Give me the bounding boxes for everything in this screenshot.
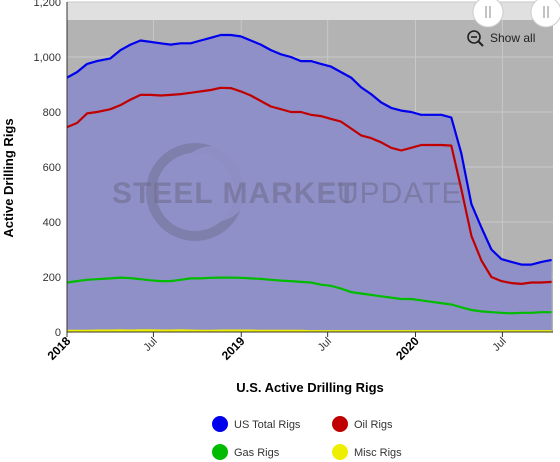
y-tick-label: 800 — [43, 107, 61, 119]
legend-item-us-total[interactable]: US Total Rigs — [212, 416, 301, 432]
y-tick-label: 1,000 — [33, 52, 61, 64]
series-lines — [66, 33, 552, 333]
watermark-logo-cutout — [175, 146, 251, 222]
show-all-button[interactable]: Show all — [462, 27, 546, 49]
legend-item-gas[interactable]: Gas Rigs — [212, 444, 280, 460]
x-tick-label: Jul — [490, 335, 508, 353]
watermark-text-light: UPDATE — [337, 177, 462, 210]
show-all-label: Show all — [490, 31, 535, 45]
area-gas — [67, 277, 552, 332]
y-axis-title: Active Drilling Rigs — [1, 118, 16, 237]
series-fills — [67, 35, 552, 332]
navigator-handle-left[interactable] — [472, 0, 504, 28]
series-line-us-total — [66, 33, 552, 266]
steel-market-update-watermark: STEEL MARKET UPDATE — [112, 143, 462, 241]
x-tick-label: 2020 — [393, 334, 422, 363]
series-line-gas — [66, 276, 552, 315]
legend-marker-oil — [332, 416, 348, 432]
legend-item-oil[interactable]: Oil Rigs — [332, 416, 393, 432]
series-line-oil — [66, 86, 552, 285]
legend-label-misc: Misc Rigs — [354, 447, 402, 459]
navigator-handle-right[interactable] — [530, 0, 560, 28]
x-ticks: 2018 Jul 2019 Jul 2020 Jul — [45, 332, 509, 363]
y-tick-label: 1,200 — [33, 0, 61, 9]
y-tick-label: 0 — [55, 327, 61, 339]
navigator-strip[interactable] — [67, 2, 553, 20]
legend-item-misc[interactable]: Misc Rigs — [332, 444, 402, 460]
x-tick-label: 2019 — [219, 334, 248, 363]
y-tick-label: 200 — [43, 272, 61, 284]
x-tick-label: Jul — [316, 335, 334, 353]
y-tick-label: 600 — [43, 162, 61, 174]
series-line-misc — [67, 329, 552, 333]
zoom-out-icon — [467, 30, 484, 47]
watermark-text-bold: STEEL MARKET — [112, 177, 357, 210]
y-ticks: 0 200 400 600 800 1,000 1,200 — [33, 0, 61, 339]
area-oil — [67, 87, 552, 332]
x-axis-title: U.S. Active Drilling Rigs — [236, 380, 384, 395]
legend-marker-gas — [212, 444, 228, 460]
legend-label-us-total: US Total Rigs — [234, 419, 301, 431]
y-tick-label: 400 — [43, 217, 61, 229]
legend: US Total Rigs Oil Rigs Gas Rigs Misc Rig… — [212, 416, 402, 460]
legend-marker-us-total — [212, 416, 228, 432]
legend-marker-misc — [332, 444, 348, 460]
legend-label-gas: Gas Rigs — [234, 447, 280, 459]
area-us-total — [67, 35, 552, 332]
legend-label-oil: Oil Rigs — [354, 419, 393, 431]
x-tick-label: Jul — [141, 335, 159, 353]
x-tick-label: 2018 — [45, 334, 74, 363]
